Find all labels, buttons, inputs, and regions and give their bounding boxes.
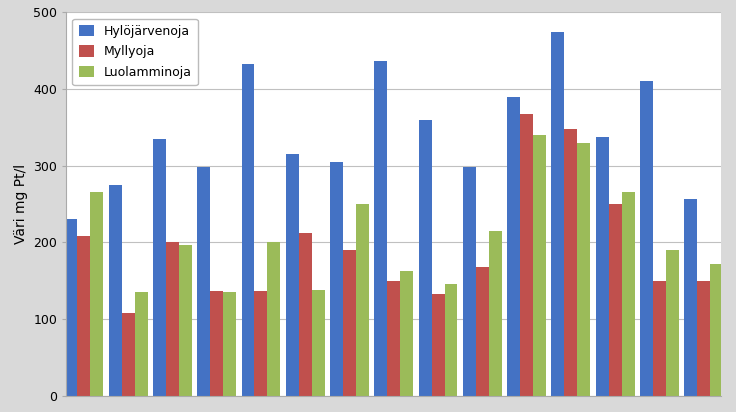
Bar — [343, 250, 356, 396]
Bar — [375, 61, 387, 396]
Bar — [697, 281, 710, 396]
Bar — [565, 129, 577, 396]
Bar — [267, 242, 280, 396]
Bar — [197, 167, 210, 396]
Bar — [463, 167, 475, 396]
Bar — [286, 154, 299, 396]
Bar — [299, 233, 312, 396]
Bar — [507, 97, 520, 396]
Bar — [241, 64, 255, 396]
Bar — [356, 204, 369, 396]
Bar — [387, 281, 400, 396]
Bar — [445, 284, 458, 396]
Bar — [653, 281, 666, 396]
Bar — [621, 192, 634, 396]
Bar — [255, 290, 267, 396]
Bar — [77, 236, 91, 396]
Bar — [609, 204, 621, 396]
Bar — [419, 119, 431, 396]
Bar — [475, 267, 489, 396]
Bar — [153, 139, 166, 396]
Bar — [551, 32, 565, 396]
Bar — [179, 245, 192, 396]
Bar — [595, 137, 609, 396]
Bar — [710, 264, 723, 396]
Bar — [210, 290, 223, 396]
Bar — [520, 114, 533, 396]
Bar — [533, 135, 546, 396]
Bar — [312, 290, 325, 396]
Bar — [431, 294, 445, 396]
Bar — [135, 292, 148, 396]
Bar — [166, 242, 179, 396]
Bar — [223, 292, 236, 396]
Bar — [577, 143, 590, 396]
Legend: Hylöjärvenoja, Myllyoja, Luolamminoja: Hylöjärvenoja, Myllyoja, Luolamminoja — [72, 19, 198, 85]
Bar — [65, 219, 77, 396]
Bar — [330, 162, 343, 396]
Bar — [121, 313, 135, 396]
Bar — [489, 231, 502, 396]
Bar — [684, 199, 697, 396]
Bar — [109, 185, 121, 396]
Bar — [666, 250, 679, 396]
Bar — [91, 192, 104, 396]
Bar — [640, 81, 653, 396]
Bar — [400, 271, 413, 396]
Y-axis label: Väri mg Pt/l: Väri mg Pt/l — [14, 164, 28, 244]
